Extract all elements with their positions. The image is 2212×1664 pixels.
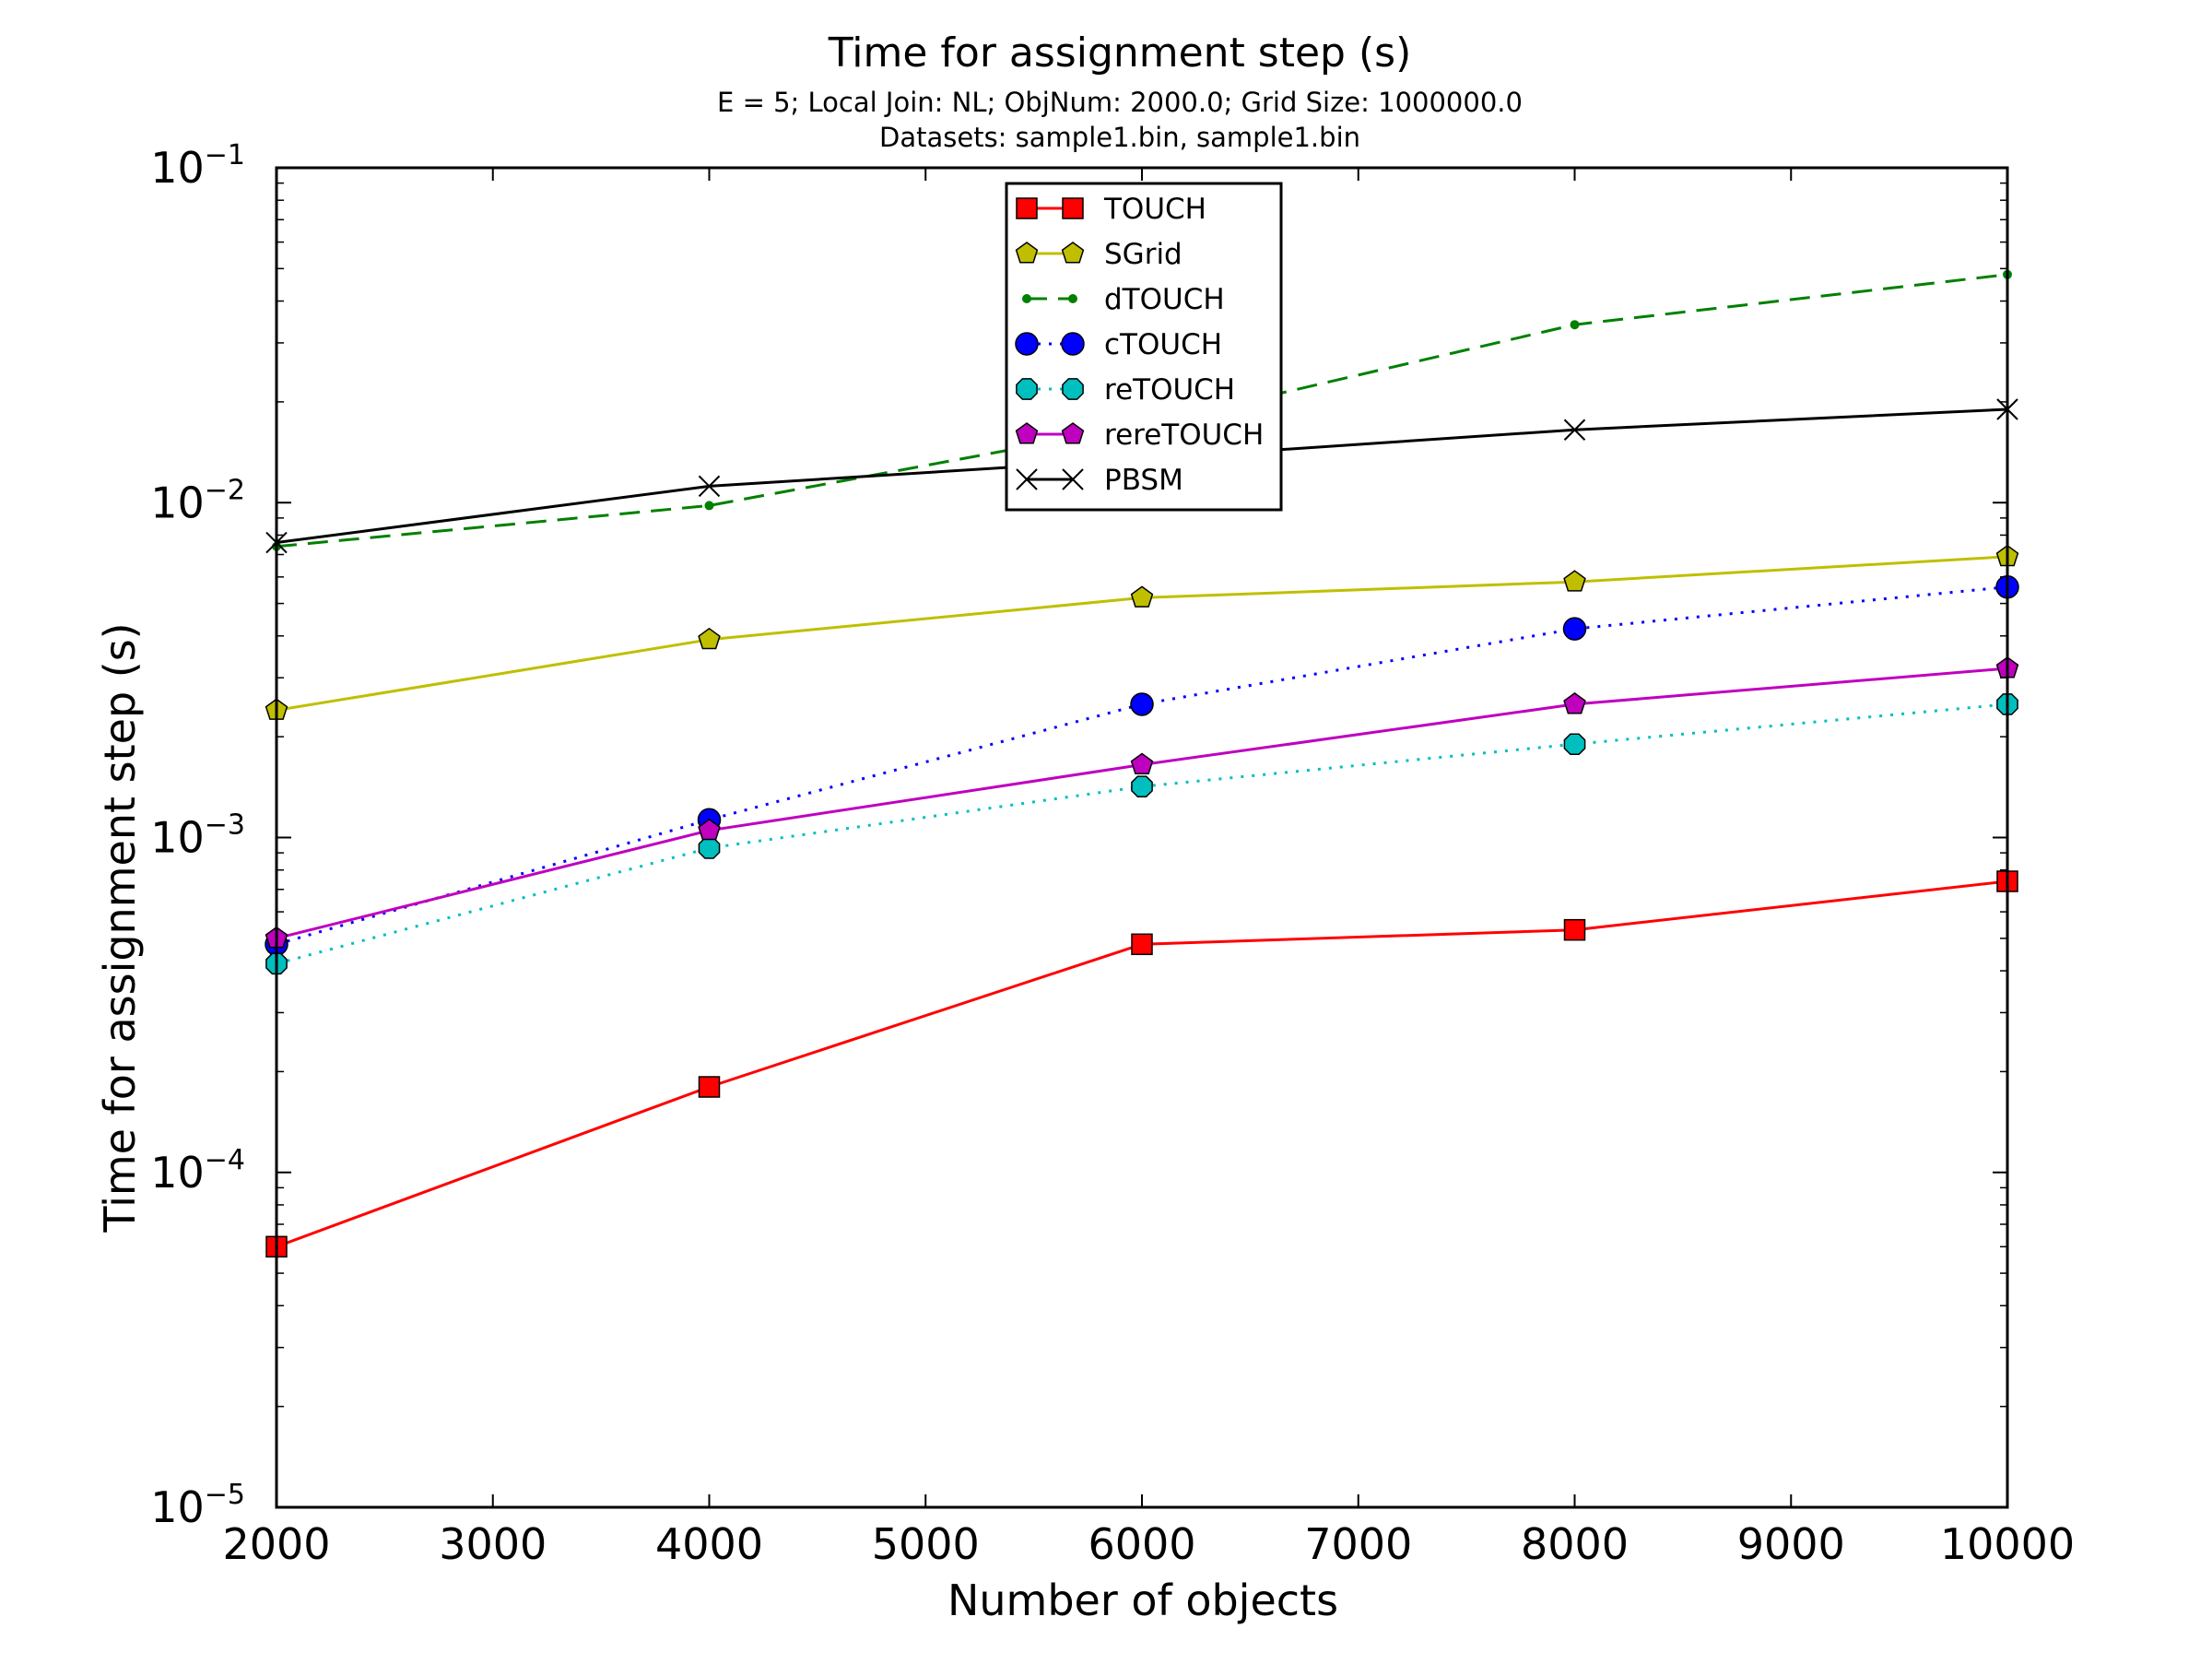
series-line-dtouch	[276, 273, 2007, 549]
chart-subtitle-line-2: Datasets: sample1.bin, sample1.bin	[879, 122, 1360, 153]
legend-label-reretouch: rereTOUCH	[1104, 419, 1264, 452]
legend-marker-touch	[1062, 197, 1084, 219]
data-point-touch	[1131, 933, 1153, 956]
legend-entry-dtouch: dTOUCH	[1022, 283, 1225, 316]
legend-label-touch: TOUCH	[1103, 193, 1206, 226]
legend-marker-pbsm	[1016, 468, 1038, 490]
legend: TOUCH SGrid dTOUCH cTOUCH reTOUCH rereTOUCH PB…	[1005, 182, 1283, 512]
data-point-ctouch	[1130, 692, 1154, 716]
legend-marker-sgrid	[1015, 242, 1039, 264]
legend-marker-pbsm	[1062, 468, 1084, 490]
legend-box	[1005, 182, 1283, 512]
legend-marker-sgrid	[1061, 242, 1085, 264]
y-tick-exponent: −4	[205, 1144, 245, 1176]
data-point-sgrid	[698, 627, 721, 650]
legend-label-retouch: reTOUCH	[1104, 373, 1235, 407]
x-tick-label: 10000	[1940, 1519, 2075, 1569]
data-point-retouch	[1563, 733, 1586, 756]
x-tick-label: 8000	[1521, 1519, 1629, 1569]
x-tick-label: 2000	[222, 1519, 330, 1569]
chart-subtitle-line-1: E = 5; Local Join: NL; ObjNum: 2000.0; G…	[717, 87, 1523, 118]
data-point-reretouch	[698, 818, 721, 841]
data-point-retouch	[1131, 775, 1153, 798]
series-ctouch	[265, 574, 2019, 957]
data-point-dtouch	[1570, 320, 1580, 330]
x-tick-label: 6000	[1088, 1519, 1195, 1569]
data-point-sgrid	[1563, 570, 1586, 592]
legend-marker-retouch	[1062, 378, 1084, 400]
legend-label-dtouch: dTOUCH	[1104, 283, 1225, 316]
chart-title: Time for assignment step (s)	[828, 30, 1411, 77]
legend-entry-reretouch: rereTOUCH	[1015, 419, 1264, 452]
data-point-retouch	[698, 837, 721, 859]
data-point-ctouch	[1562, 617, 1587, 641]
data-point-touch	[1563, 918, 1586, 941]
legend-marker-ctouch	[1061, 332, 1085, 356]
legend-marker-touch	[1016, 197, 1038, 219]
legend-marker-retouch	[1016, 378, 1038, 400]
y-tick-exponent: −2	[205, 474, 245, 506]
data-point-pbsm	[1563, 419, 1586, 441]
legend-marker-dtouch	[1022, 294, 1031, 303]
x-tick-label: 7000	[1304, 1519, 1412, 1569]
data-point-reretouch	[1130, 752, 1154, 774]
data-point-touch	[698, 1076, 721, 1098]
legend-entry-retouch: reTOUCH	[1016, 373, 1235, 407]
x-tick-label: 4000	[655, 1519, 763, 1569]
legend-entry-touch: TOUCH	[1016, 193, 1206, 226]
legend-entry-sgrid: SGrid	[1015, 238, 1182, 271]
legend-marker-reretouch	[1015, 422, 1039, 444]
y-tick-exponent: −5	[205, 1479, 245, 1511]
legend-marker-dtouch	[1068, 294, 1077, 303]
legend-label-sgrid: SGrid	[1104, 238, 1182, 271]
legend-marker-ctouch	[1015, 332, 1039, 356]
data-point-dtouch	[704, 501, 714, 511]
data-point-reretouch	[1563, 691, 1586, 714]
y-axis-label: Time for assignment step (s)	[95, 622, 145, 1233]
x-axis-label: Number of objects	[947, 1575, 1338, 1625]
axes-frame	[275, 166, 2009, 1509]
data-point-pbsm	[698, 475, 721, 498]
x-tick-label: 3000	[439, 1519, 547, 1569]
y-tick-label: 10−2	[150, 474, 245, 527]
data-point-sgrid	[1130, 585, 1154, 608]
legend-entry-ctouch: cTOUCH	[1015, 328, 1222, 361]
legend-label-pbsm: PBSM	[1104, 464, 1183, 497]
y-tick-exponent: −1	[205, 139, 245, 171]
legend-entry-pbsm: PBSM	[1016, 464, 1183, 497]
x-tick-label: 9000	[1737, 1519, 1845, 1569]
legend-label-ctouch: cTOUCH	[1104, 328, 1222, 361]
legend-marker-reretouch	[1061, 422, 1085, 444]
plot-area: 2000 3000 4000 5000 6000 7000 8000 9000 10000 10−…	[150, 139, 2075, 1569]
y-tick-exponent: −3	[205, 809, 245, 842]
x-tick-label: 5000	[872, 1519, 980, 1569]
